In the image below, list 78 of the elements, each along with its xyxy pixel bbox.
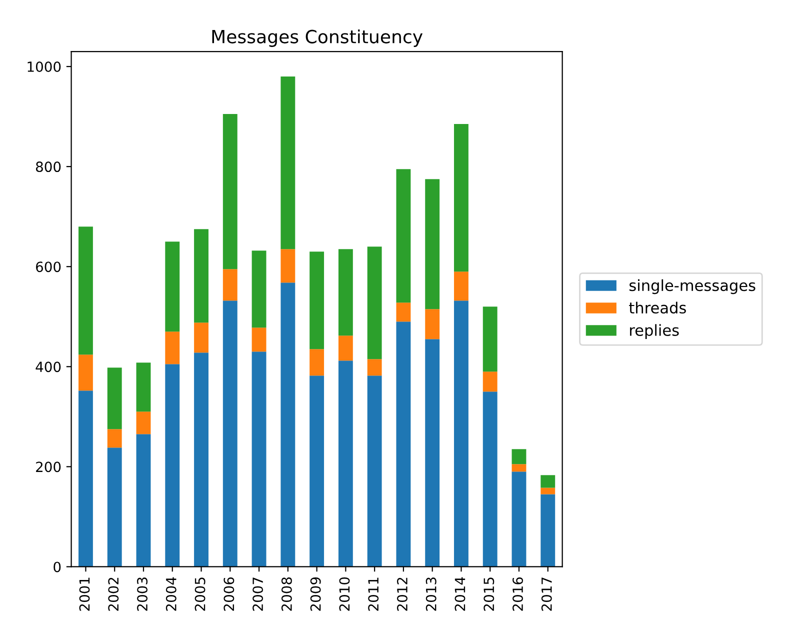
x-tick-label: 2001	[79, 578, 90, 611]
bar	[540, 475, 556, 488]
bar	[396, 302, 411, 322]
bar	[165, 332, 180, 364]
x-tick-label: 2002	[108, 578, 119, 611]
y-tick-label: 0	[54, 562, 61, 572]
bar	[338, 336, 353, 361]
bar	[482, 372, 498, 392]
legend-label: single-messages	[629, 279, 756, 294]
bar	[165, 242, 180, 332]
x-tick-label: 2010	[339, 577, 350, 611]
bar	[310, 376, 324, 567]
x-tick-label: 2005	[194, 578, 206, 611]
bar	[425, 309, 440, 340]
x-tick-label: 2012	[396, 578, 408, 611]
bar	[280, 282, 296, 567]
bar	[367, 359, 382, 376]
bar	[280, 76, 296, 250]
x-tick-label: 2007	[252, 578, 264, 611]
bar	[136, 362, 151, 412]
x-tick-label: 2013	[426, 578, 436, 611]
bar	[367, 246, 382, 360]
legend-label: threads	[629, 302, 686, 314]
bar	[252, 328, 266, 352]
bar	[107, 448, 122, 567]
bar	[194, 322, 208, 353]
bar	[425, 339, 440, 567]
bar	[310, 349, 324, 376]
chart-title: Messages Constituency	[212, 29, 423, 47]
x-tick-label: 2016	[512, 577, 524, 611]
bar	[107, 368, 122, 430]
x-tick-label: 2004	[166, 577, 176, 611]
bar	[78, 354, 93, 391]
bar	[107, 429, 122, 448]
bar	[338, 249, 353, 336]
bar	[454, 272, 468, 301]
legend-label: replies	[630, 324, 679, 339]
y-tick-label: 400	[36, 362, 61, 372]
x-tick-label: 2015	[484, 578, 494, 611]
y-tick-label: 600	[36, 262, 61, 272]
x-tick-label: 2017	[541, 578, 552, 611]
bar	[540, 494, 556, 567]
bar	[482, 392, 498, 567]
bar	[194, 352, 208, 567]
bar	[396, 169, 411, 303]
bar	[194, 229, 208, 323]
bar	[482, 306, 498, 372]
bar	[425, 179, 440, 310]
bar	[78, 226, 93, 355]
bar	[338, 360, 353, 567]
bar	[512, 464, 526, 472]
x-tick-label: 2003	[137, 578, 148, 611]
bar	[396, 322, 411, 567]
bar	[252, 250, 266, 328]
bar	[512, 472, 526, 567]
bar	[222, 300, 238, 567]
bar	[454, 300, 468, 567]
bar	[454, 124, 468, 272]
bar	[310, 252, 324, 350]
bar	[367, 376, 382, 567]
bar	[222, 269, 238, 301]
bar	[78, 390, 93, 567]
y-tick-label: 200	[36, 462, 61, 472]
bar	[136, 412, 151, 434]
x-tick-label: 2011	[368, 578, 379, 611]
x-tick-label: 2014	[454, 577, 466, 611]
x-tick-label: 2006	[224, 577, 234, 611]
x-tick-label: 2009	[310, 577, 321, 611]
bar	[136, 434, 151, 567]
bar	[540, 488, 556, 494]
bar	[222, 114, 238, 270]
x-tick-label: 2008	[281, 577, 292, 611]
bar	[512, 449, 526, 464]
bar	[252, 352, 266, 567]
bar	[280, 249, 296, 283]
y-tick-label: 1000	[28, 61, 61, 72]
y-tick-label: 800	[36, 162, 61, 172]
bar	[165, 364, 180, 567]
